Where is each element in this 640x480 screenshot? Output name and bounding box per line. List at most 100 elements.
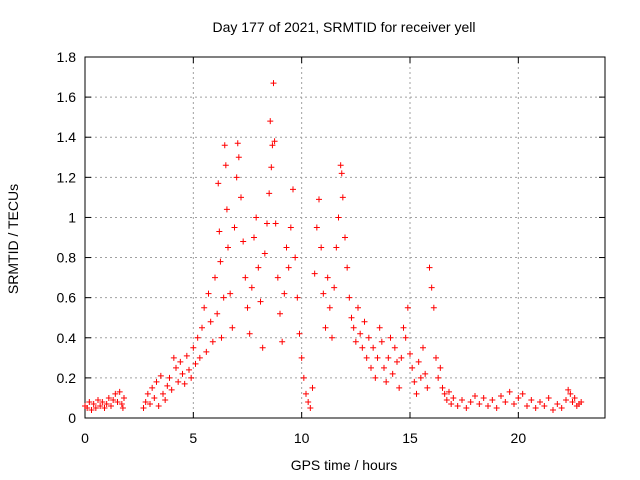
- data-point: [311, 270, 318, 277]
- data-point: [194, 334, 201, 341]
- data-point: [201, 304, 208, 311]
- data-point: [430, 304, 437, 311]
- data-point: [387, 334, 394, 341]
- data-point: [569, 398, 576, 405]
- data-point: [515, 394, 522, 401]
- data-point: [313, 224, 320, 231]
- data-point: [532, 404, 539, 411]
- data-point: [578, 398, 585, 405]
- data-point: [467, 398, 474, 405]
- data-point: [268, 164, 275, 171]
- plot-frame: [84, 56, 606, 419]
- data-point: [101, 404, 108, 411]
- data-point: [223, 206, 230, 213]
- data-point: [277, 310, 283, 317]
- data-point: [105, 394, 112, 401]
- data-point: [88, 406, 95, 413]
- x-tick-label: 20: [511, 430, 527, 446]
- data-point: [359, 344, 366, 351]
- data-point: [267, 118, 274, 125]
- y-tick-label: 1: [68, 209, 76, 225]
- data-point: [209, 338, 216, 345]
- data-point: [290, 186, 296, 193]
- data-point: [218, 334, 225, 341]
- data-point: [476, 400, 483, 407]
- data-point: [415, 358, 422, 365]
- data-point: [339, 194, 346, 201]
- data-point: [175, 378, 182, 385]
- x-tick-label: 5: [189, 430, 197, 446]
- data-point: [186, 366, 192, 373]
- data-point: [303, 390, 309, 397]
- data-point: [92, 404, 99, 411]
- data-point: [309, 384, 316, 391]
- data-point: [95, 396, 101, 403]
- data-point: [298, 354, 305, 361]
- data-point: [160, 390, 166, 397]
- data-point: [188, 374, 195, 381]
- data-point: [149, 384, 156, 391]
- data-point: [274, 274, 281, 281]
- data-point: [326, 304, 333, 311]
- data-point: [294, 294, 301, 301]
- data-point: [524, 402, 530, 409]
- data-point: [361, 318, 368, 325]
- data-point: [331, 284, 338, 291]
- data-point: [153, 378, 160, 385]
- data-point: [420, 344, 426, 351]
- y-tick-label: 1.8: [57, 49, 77, 65]
- data-point: [368, 364, 374, 371]
- data-point: [269, 142, 276, 149]
- data-point: [446, 388, 452, 395]
- data-point: [370, 344, 377, 351]
- grid: [85, 57, 605, 418]
- data-point: [389, 370, 396, 377]
- data-point: [114, 398, 121, 405]
- data-point: [271, 138, 278, 145]
- x-tick-label: 0: [81, 430, 89, 446]
- data-point: [489, 396, 496, 403]
- data-point: [571, 394, 578, 401]
- data-point: [402, 334, 409, 341]
- data-point: [344, 264, 351, 271]
- chart-title: Day 177 of 2021, SRMTID for receiver yel…: [213, 19, 476, 35]
- data-point: [181, 380, 188, 387]
- data-point: [199, 324, 205, 331]
- data-point: [207, 318, 214, 325]
- data-point: [528, 396, 535, 403]
- data-point: [190, 344, 197, 351]
- data-point: [378, 338, 385, 345]
- data-point: [233, 174, 240, 181]
- data-point: [227, 290, 234, 297]
- data-point: [270, 80, 277, 87]
- data-point: [357, 330, 364, 337]
- data-point: [235, 154, 242, 161]
- data-point: [400, 324, 407, 331]
- data-point: [112, 390, 119, 397]
- data-point: [480, 394, 487, 401]
- data-point: [383, 378, 390, 385]
- data-point: [84, 404, 91, 411]
- data-point: [463, 404, 470, 411]
- data-point: [320, 290, 327, 297]
- data-point: [448, 400, 455, 407]
- data-point: [292, 254, 299, 261]
- data-point: [338, 170, 345, 177]
- data-point: [177, 358, 184, 365]
- data-point: [238, 194, 244, 201]
- data-point: [272, 220, 279, 227]
- data-point: [216, 228, 223, 235]
- data-point: [305, 398, 312, 405]
- data-point: [441, 390, 448, 397]
- data-point: [346, 294, 353, 301]
- data-point: [242, 274, 249, 281]
- data-point: [493, 404, 500, 411]
- data-point: [337, 162, 344, 169]
- data-point: [90, 400, 97, 407]
- data-point: [374, 354, 381, 361]
- data-point: [550, 406, 556, 413]
- data-point: [404, 304, 411, 311]
- data-point: [110, 396, 117, 403]
- data-point: [285, 264, 292, 271]
